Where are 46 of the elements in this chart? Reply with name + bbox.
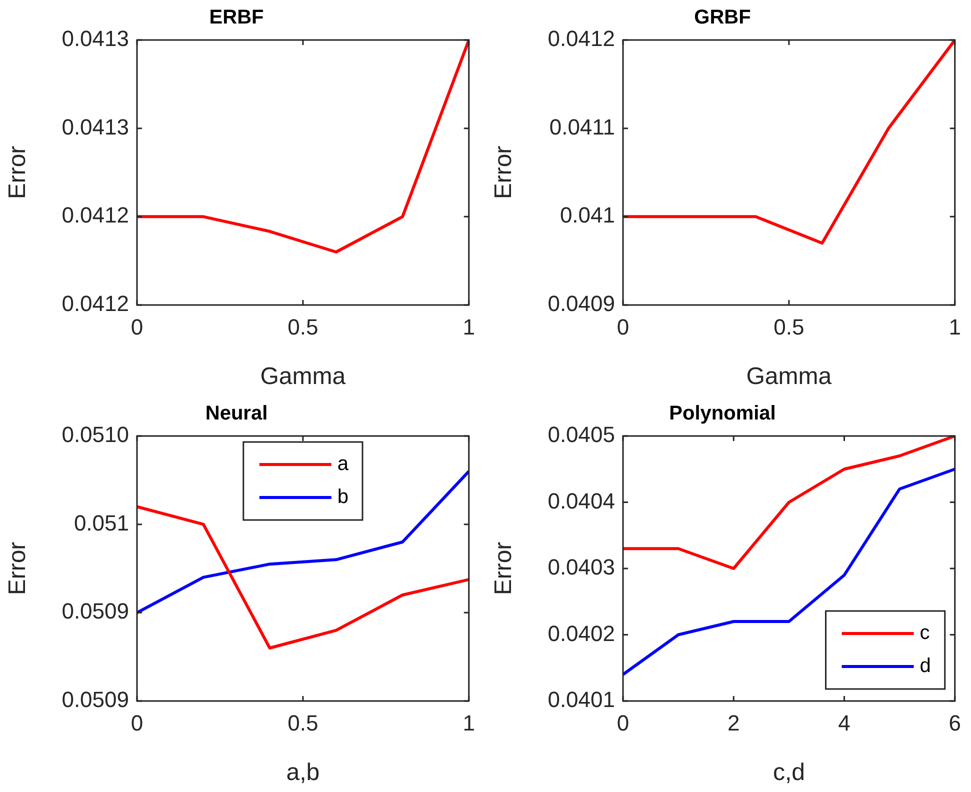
y-axis-title: Error <box>4 146 32 200</box>
y-axis-title: Error <box>490 542 518 596</box>
x-axis-title: Gamma <box>260 363 346 390</box>
legend-label: b <box>337 486 349 508</box>
x-tick-label: 6 <box>948 710 962 736</box>
y-tick-label: 0.0412 <box>548 26 615 52</box>
x-tick-label: 4 <box>838 710 850 736</box>
legend-label: d <box>920 655 931 678</box>
x-tick-label: 1 <box>948 314 962 340</box>
x-axis-title: a,b <box>286 759 320 786</box>
y-tick-label: 0.0509 <box>62 687 129 712</box>
legend-label: a <box>337 453 350 476</box>
y-tick-label: 0.0404 <box>548 488 615 514</box>
y-tick-label: 0.0412 <box>62 202 129 228</box>
y-tick-label: 0.0510 <box>62 422 129 448</box>
x-tick-label: 1 <box>462 710 476 736</box>
x-tick-label: 0.5 <box>288 314 318 340</box>
y-axis-title: Error <box>490 146 518 200</box>
chart-title: GRBF <box>694 6 751 29</box>
x-axis-title: c,d <box>772 759 805 786</box>
x-tick-label: 1 <box>462 314 476 340</box>
y-tick-label: 0.0411 <box>549 114 615 140</box>
chart-title: ERBF <box>209 6 264 29</box>
x-tick-label: 0 <box>616 710 630 736</box>
y-tick-label: 0.041 <box>560 202 615 228</box>
x-axis-title: Gamma <box>746 363 832 390</box>
x-tick-label: 0 <box>130 710 144 736</box>
y-tick-label: 0.051 <box>74 510 129 536</box>
chart-title: Neural <box>205 402 268 425</box>
y-tick-label: 0.0412 <box>62 291 129 316</box>
x-tick-label: 2 <box>728 710 740 736</box>
x-tick-label: 0 <box>130 314 144 340</box>
y-tick-label: 0.0409 <box>548 291 615 316</box>
y-tick-label: 0.0509 <box>62 598 129 624</box>
y-axis-title: Error <box>4 542 32 596</box>
x-tick-label: 0 <box>616 314 630 340</box>
y-tick-label: 0.0401 <box>548 687 615 712</box>
y-tick-label: 0.0405 <box>548 422 615 448</box>
y-tick-label: 0.0413 <box>62 26 129 52</box>
y-tick-label: 0.0402 <box>548 620 615 646</box>
y-tick-label: 0.0413 <box>62 114 129 140</box>
y-tick-label: 0.0403 <box>548 554 615 580</box>
x-tick-label: 0.5 <box>774 314 804 340</box>
x-tick-label: 0.5 <box>288 710 318 736</box>
chart-title: Polynomial <box>669 402 776 425</box>
legend-label: c <box>920 622 930 644</box>
